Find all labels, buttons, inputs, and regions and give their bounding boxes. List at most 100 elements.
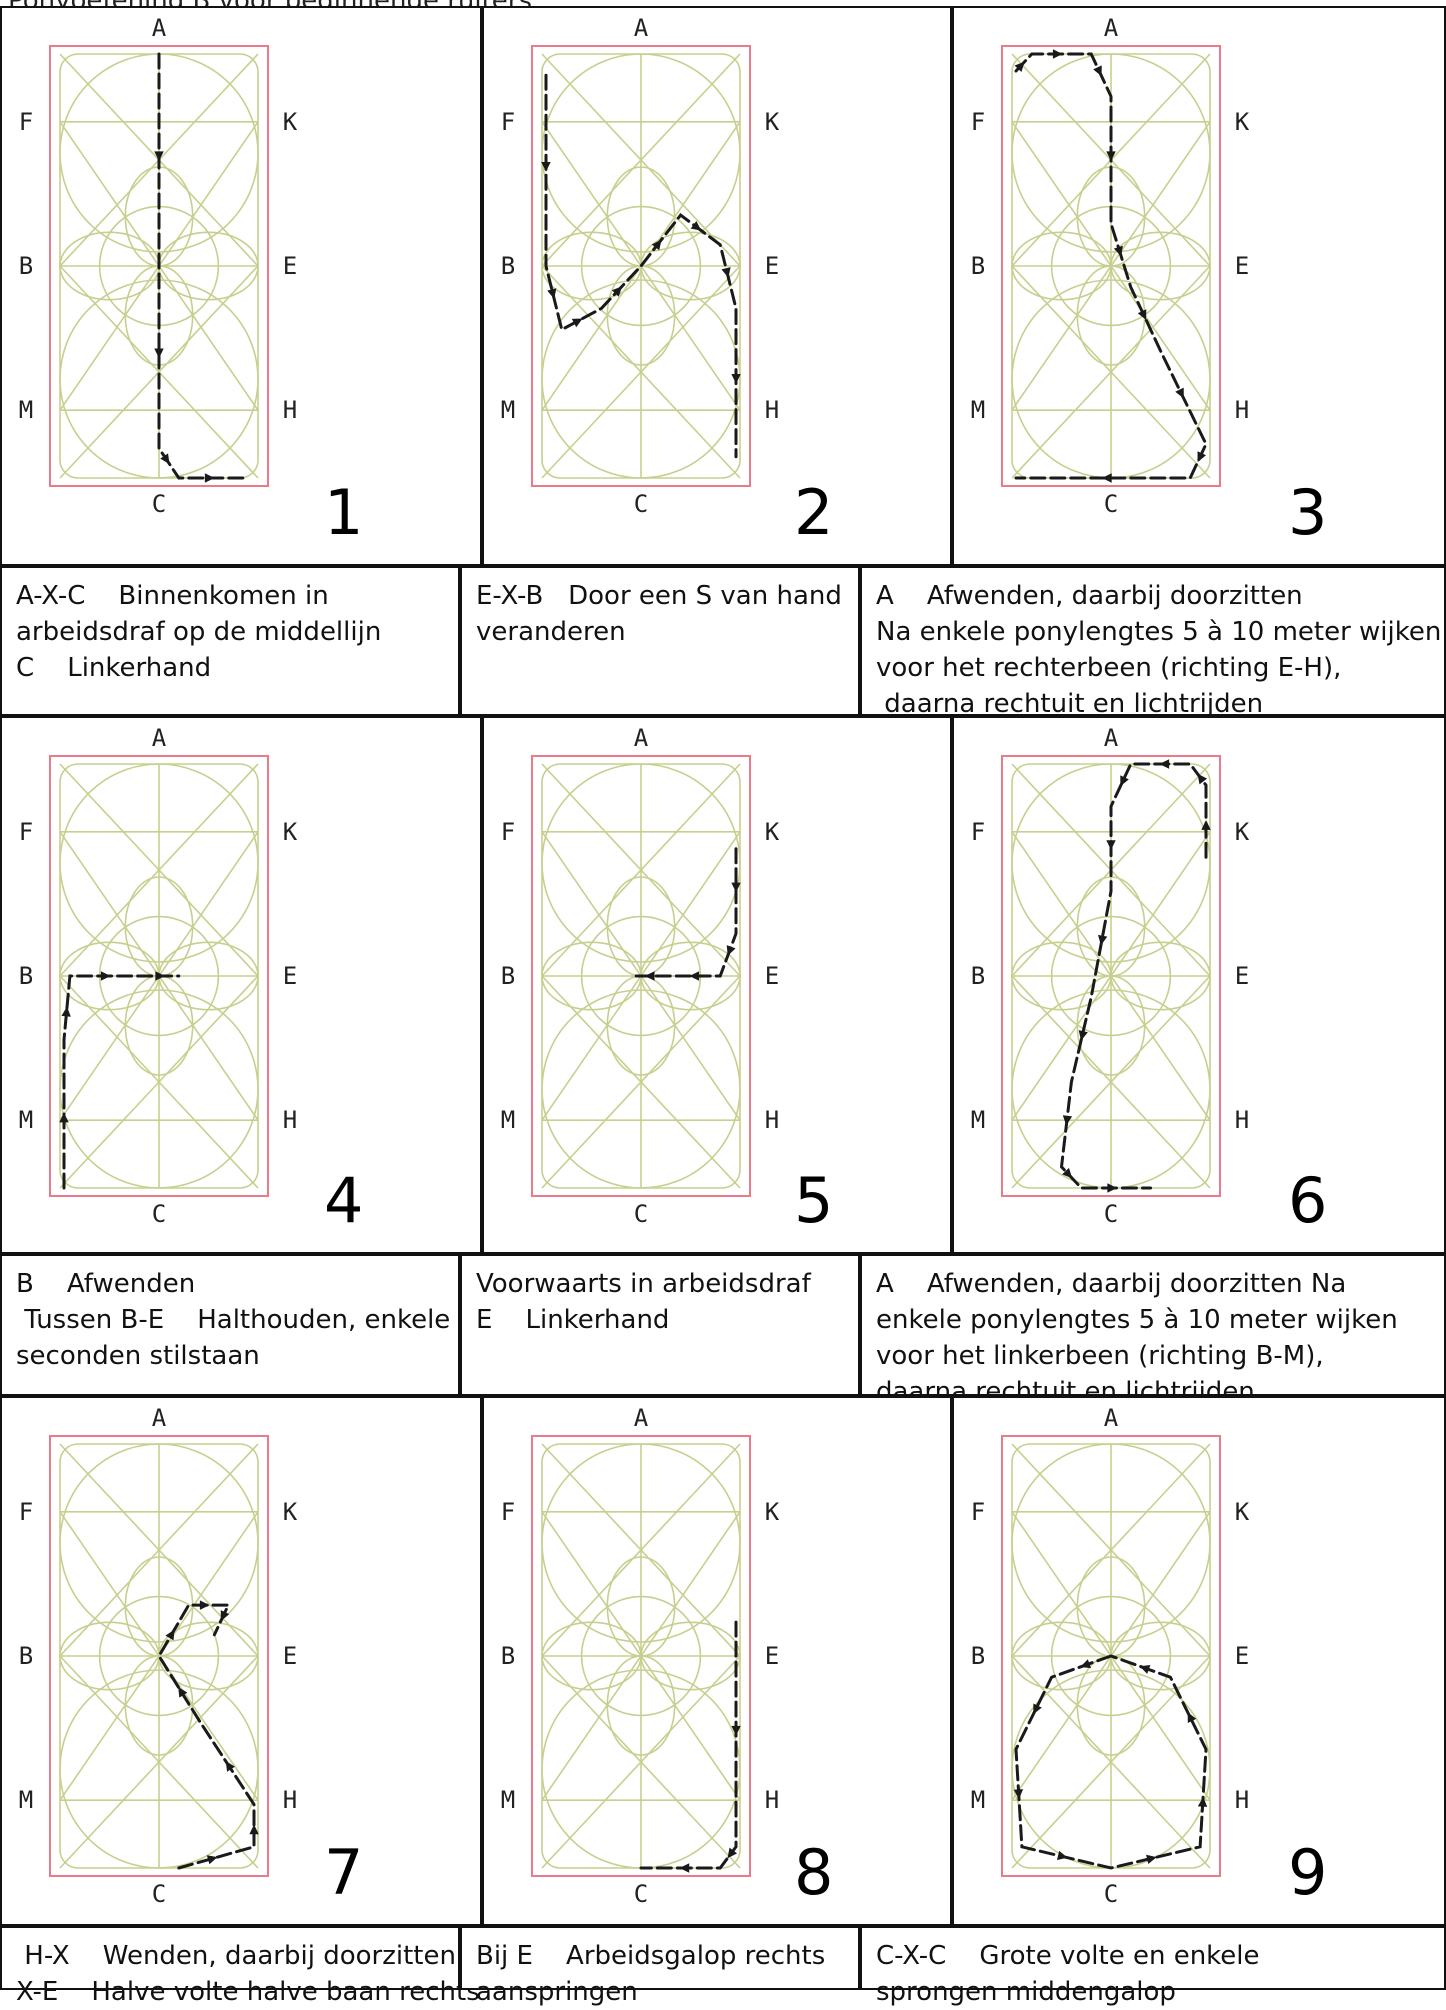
path-arrow [1056, 1850, 1068, 1860]
path-arrow [726, 945, 736, 956]
marker-letter-F: F [19, 1498, 33, 1526]
description-line: C Linkerhand [16, 653, 212, 683]
marker-letter-H: H [765, 1786, 779, 1814]
figure-number: 7 [324, 1836, 364, 1909]
marker-letter-K: K [1235, 1498, 1250, 1526]
marker-letter-C: C [1104, 1880, 1118, 1908]
description-line: X-E Halve volte halve baan rechts [16, 1977, 480, 2007]
figure-4-description: B Afwenden Tussen B-E Halthouden, enkele… [0, 1254, 460, 1396]
marker-letter-C: C [634, 1880, 648, 1908]
path-arrow [644, 971, 655, 981]
arena-diagram-9: A C F B M K E H [971, 1404, 1250, 1908]
marker-letter-H: H [1235, 1786, 1249, 1814]
path-arrow [731, 882, 741, 893]
description-line: enkele ponylengtes 5 à 10 meter wijken [876, 1305, 1398, 1335]
marker-letter-K: K [283, 1498, 298, 1526]
marker-letter-C: C [634, 1200, 648, 1228]
figure-number: 8 [794, 1836, 834, 1909]
arena-diagram-4: A C F B M K E H [19, 724, 298, 1228]
description-line: voor het linkerbeen (richting B-M), [876, 1341, 1324, 1371]
marker-letter-E: E [283, 252, 297, 280]
path-arrow [679, 1863, 690, 1873]
description-line: Tussen B-E Halthouden, enkele [16, 1305, 451, 1335]
marker-letter-M: M [19, 1786, 33, 1814]
marker-letter-M: M [19, 1106, 33, 1134]
description-line: B Afwenden [16, 1269, 196, 1299]
marker-letter-E: E [1235, 1642, 1249, 1670]
arena-diagram-8: A C F B M K E H [501, 1404, 780, 1908]
figure-4-diagram-cell: A C F B M K E H 4 [0, 716, 482, 1254]
marker-letter-A: A [634, 14, 649, 42]
figure-number: 6 [1288, 1164, 1328, 1237]
path-arrow [199, 1600, 210, 1610]
marker-letter-B: B [501, 252, 515, 280]
description-line: aanspringen [476, 1977, 638, 2007]
path-arrow [1080, 1659, 1091, 1669]
description-line: Bij E Arbeidsgalop rechts [476, 1941, 826, 1971]
figure-2-diagram-cell: A C F B M K E H 2 [482, 6, 952, 566]
arena-diagram-7: A C F B M K E H [19, 1404, 298, 1908]
path-arrow [100, 971, 111, 981]
figure-number: 2 [794, 476, 834, 549]
path-arrow [1175, 387, 1184, 399]
riding-path-9 [1014, 1654, 1208, 1870]
description-line: A Afwenden, daarbij doorzitten [876, 581, 1303, 611]
marker-letter-C: C [1104, 490, 1118, 518]
path-arrow [1187, 1712, 1197, 1724]
marker-letter-A: A [152, 1404, 167, 1432]
marker-letter-B: B [971, 252, 985, 280]
path-arrow [721, 267, 731, 278]
path-arrow [1113, 245, 1123, 257]
riding-path-5 [629, 847, 738, 978]
description-line: A Afwenden, daarbij doorzitten Na [876, 1269, 1347, 1299]
description-line: veranderen [476, 617, 626, 647]
description-line: seconden stilstaan [16, 1341, 260, 1371]
arena-diagram-2: A C F B M K E H [501, 14, 780, 518]
figure-number: 9 [1288, 1836, 1328, 1909]
marker-letter-C: C [152, 490, 166, 518]
path-arrow [1120, 775, 1129, 787]
marker-letter-E: E [765, 962, 779, 990]
marker-letter-M: M [501, 396, 515, 424]
path-arrow [731, 1725, 741, 1736]
marker-letter-F: F [501, 1498, 515, 1526]
marker-letter-F: F [501, 818, 515, 846]
description-line: E Linkerhand [476, 1305, 670, 1335]
path-arrow [689, 971, 700, 981]
marker-letter-F: F [19, 818, 33, 846]
marker-letter-K: K [765, 108, 780, 136]
path-arrow [1093, 65, 1102, 77]
marker-letter-K: K [283, 108, 298, 136]
path-arrow [1098, 934, 1108, 946]
path-arrow [1052, 49, 1063, 59]
riding-path-1 [157, 52, 250, 480]
path-arrow [1062, 1167, 1073, 1179]
path-arrow [1014, 61, 1025, 72]
description-line: daarna rechtuit en lichtrijden [876, 689, 1264, 719]
path-arrow [1201, 820, 1211, 830]
arena-diagram-5: A C F B M K E H [501, 724, 780, 1228]
path-arrow [1159, 759, 1170, 769]
marker-letter-E: E [765, 252, 779, 280]
path-arrow [204, 473, 215, 483]
path-arrow [541, 161, 551, 172]
arena-diagram-6: A C F B M K E H [971, 724, 1250, 1228]
marker-letter-E: E [1235, 252, 1249, 280]
description-line: arbeidsdraf op de middellijn [16, 617, 382, 647]
path-arrow [154, 151, 164, 162]
path-arrow [61, 1006, 71, 1017]
path-arrow [611, 286, 622, 297]
marker-letter-K: K [765, 818, 780, 846]
marker-letter-A: A [152, 724, 167, 752]
riding-path-7 [157, 1603, 256, 1870]
path-arrow [220, 1610, 230, 1622]
riding-path-4 [62, 974, 181, 1190]
marker-letter-M: M [19, 396, 33, 424]
description-line: A-X-C Binnenkomen in [16, 581, 329, 611]
marker-letter-A: A [1104, 14, 1119, 42]
path-arrow [1101, 473, 1112, 483]
path-arrow [1013, 1789, 1024, 1800]
marker-letter-K: K [1235, 818, 1250, 846]
path-arrow [1197, 1796, 1208, 1807]
